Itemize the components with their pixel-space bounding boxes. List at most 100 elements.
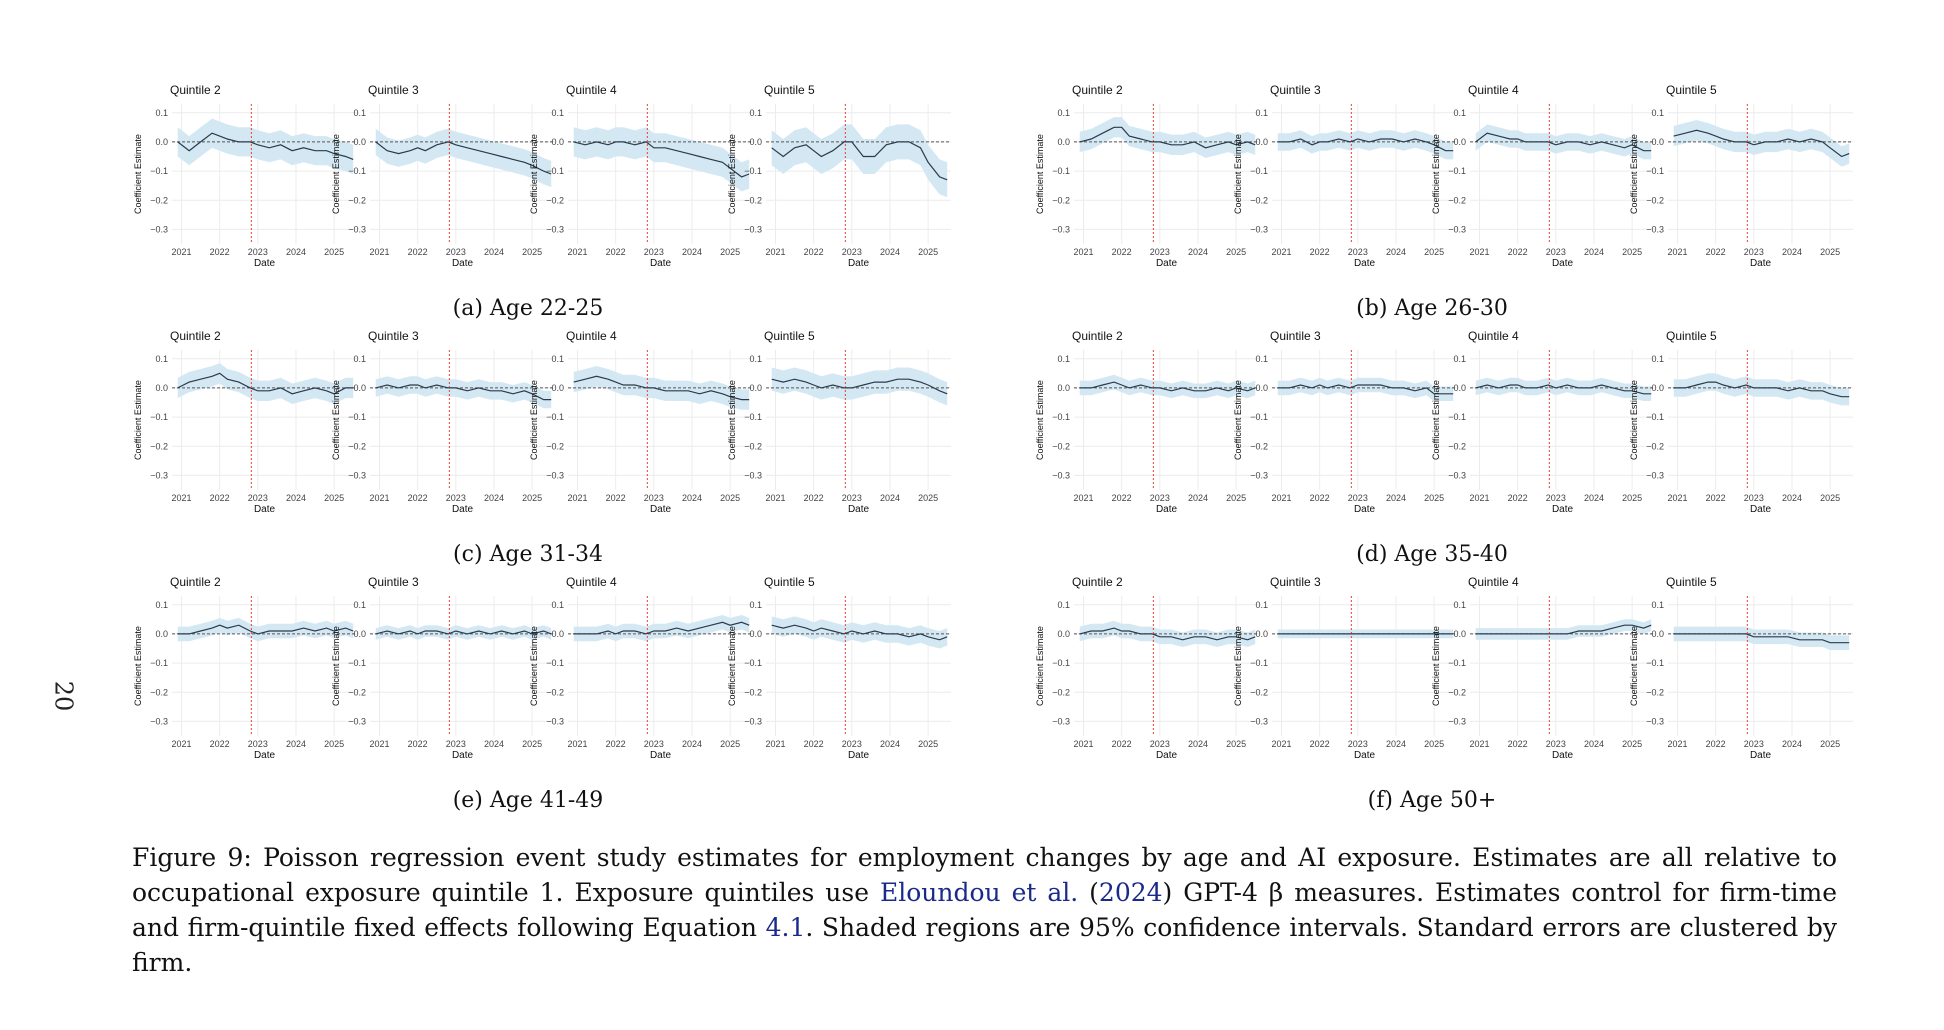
caption-text-2: ( (1078, 878, 1099, 907)
y-tick-label: 0.1 (155, 600, 168, 610)
y-tick-label: −0.1 (744, 166, 762, 176)
panel-caption-d: (d) Age 35-40 (1356, 542, 1508, 567)
x-tick-label: 2024 (880, 493, 900, 503)
x-tick-label: 2021 (370, 247, 390, 257)
x-tick-label: 2023 (842, 247, 862, 257)
x-tick-label: 2023 (644, 739, 664, 749)
x-axis-label: Date (1354, 258, 1376, 269)
estimate-line (375, 384, 552, 401)
y-tick-label: −0.1 (348, 658, 366, 668)
y-tick-label: −0.3 (546, 224, 564, 234)
y-axis-label: Coefficient Estimate (727, 380, 737, 460)
x-tick-label: 2021 (172, 739, 192, 749)
x-tick-label: 2022 (1310, 493, 1330, 503)
confidence-band (1475, 619, 1652, 640)
subplot-b-3: Quintile 3 0.1 0.0 −0.1 −0.2 −0.3 2021 2022 2023… (1233, 83, 1457, 269)
x-tick-label: 2023 (248, 739, 268, 749)
x-tick-label: 2024 (1782, 493, 1802, 503)
x-tick-label: 2023 (644, 247, 664, 257)
x-tick-label: 2025 (1226, 493, 1246, 503)
y-axis-label: Coefficient Estimate (331, 380, 341, 460)
confidence-band (1475, 377, 1652, 401)
x-tick-label: 2024 (1584, 739, 1604, 749)
subplot-f-4: Quintile 4 0.1 0.0 −0.1 −0.2 −0.3 2021 2022 2023… (1431, 575, 1655, 761)
y-tick-label: 0.0 (551, 383, 564, 393)
x-axis-label: Date (452, 258, 474, 269)
subplot-a-2: Quintile 2 0.1 0.0 −0.1 −0.2 −0.3 2021 2022 2023… (133, 83, 357, 269)
subplot-c-2: Quintile 2 0.1 0.0 −0.1 −0.2 −0.3 2021 2022 2023… (133, 329, 357, 515)
y-tick-label: 0.0 (1057, 383, 1070, 393)
y-tick-label: 0.1 (1453, 354, 1466, 364)
x-tick-label: 2025 (522, 739, 542, 749)
x-tick-label: 2025 (522, 493, 542, 503)
y-axis-label: Coefficient Estimate (1035, 380, 1045, 460)
confidence-band (1079, 620, 1256, 647)
estimate-line (1673, 381, 1850, 398)
y-axis-label: Coefficient Estimate (529, 380, 539, 460)
y-tick-label: −0.1 (1646, 166, 1664, 176)
x-tick-label: 2025 (1622, 739, 1642, 749)
subplot-title: Quintile 3 (1270, 329, 1321, 343)
citation-link-year[interactable]: 2024 (1098, 878, 1163, 907)
y-tick-label: −0.3 (1646, 224, 1664, 234)
x-tick-label: 2022 (1706, 493, 1726, 503)
x-tick-label: 2021 (1272, 247, 1292, 257)
estimate-line (1673, 129, 1850, 158)
subplot-title: Quintile 4 (566, 83, 617, 97)
y-axis-label: Coefficient Estimate (727, 134, 737, 214)
x-tick-label: 2023 (248, 493, 268, 503)
y-tick-label: 0.0 (1651, 629, 1664, 639)
x-tick-label: 2022 (1508, 739, 1528, 749)
subplot-title: Quintile 4 (1468, 575, 1519, 589)
x-tick-label: 2021 (766, 247, 786, 257)
x-tick-label: 2022 (408, 247, 428, 257)
x-tick-label: 2025 (1226, 739, 1246, 749)
x-tick-label: 2022 (210, 247, 230, 257)
subplot-title: Quintile 4 (1468, 83, 1519, 97)
y-tick-label: 0.1 (1453, 600, 1466, 610)
citation-link-authors[interactable]: Eloundou et al. (879, 878, 1079, 907)
estimate-line (375, 141, 552, 175)
y-axis-label: Coefficient Estimate (1233, 626, 1243, 706)
x-tick-label: 2024 (286, 739, 306, 749)
subplot-f-3: Quintile 3 0.1 0.0 −0.1 −0.2 −0.3 2021 2022 2023… (1233, 575, 1457, 761)
x-axis-label: Date (1354, 750, 1376, 761)
y-tick-label: −0.2 (348, 687, 366, 697)
estimate-line (1079, 627, 1256, 641)
y-tick-label: −0.2 (1646, 687, 1664, 697)
y-tick-label: 0.0 (749, 137, 762, 147)
x-axis-label: Date (1156, 258, 1178, 269)
confidence-band (771, 124, 948, 198)
y-tick-label: −0.3 (1052, 224, 1070, 234)
y-axis-label: Coefficient Estimate (1233, 134, 1243, 214)
estimate-line (771, 378, 948, 395)
caption-text-4: . Shaded regions are 95% confidence inte… (132, 913, 1837, 977)
y-tick-label: −0.1 (150, 166, 168, 176)
x-tick-label: 2021 (1470, 493, 1490, 503)
estimate-line (1475, 384, 1652, 395)
x-axis-label: Date (1552, 750, 1574, 761)
y-tick-label: −0.2 (1052, 195, 1070, 205)
confidence-band (1079, 374, 1256, 399)
equation-link[interactable]: 4.1 (765, 913, 806, 942)
confidence-band (573, 615, 750, 642)
x-axis-label: Date (254, 750, 276, 761)
panel-caption-b: (b) Age 26-30 (1356, 296, 1508, 321)
x-tick-label: 2021 (1074, 739, 1094, 749)
estimate-line (1475, 132, 1652, 152)
y-tick-label: −0.2 (1646, 195, 1664, 205)
y-tick-label: 0.1 (353, 600, 366, 610)
x-axis-label: Date (1552, 258, 1574, 269)
subplot-f-2: Quintile 2 0.1 0.0 −0.1 −0.2 −0.3 2021 2022 2023… (1035, 575, 1259, 761)
x-tick-label: 2023 (446, 247, 466, 257)
estimate-line (1277, 384, 1454, 395)
subplot-title: Quintile 2 (1072, 575, 1123, 589)
y-tick-label: 0.0 (1453, 629, 1466, 639)
subplot-title: Quintile 2 (1072, 83, 1123, 97)
y-tick-label: −0.3 (1052, 470, 1070, 480)
x-tick-label: 2022 (606, 739, 626, 749)
x-tick-label: 2023 (248, 247, 268, 257)
y-tick-label: 0.1 (1057, 354, 1070, 364)
y-tick-label: −0.1 (1250, 166, 1268, 176)
x-tick-label: 2025 (1820, 493, 1840, 503)
